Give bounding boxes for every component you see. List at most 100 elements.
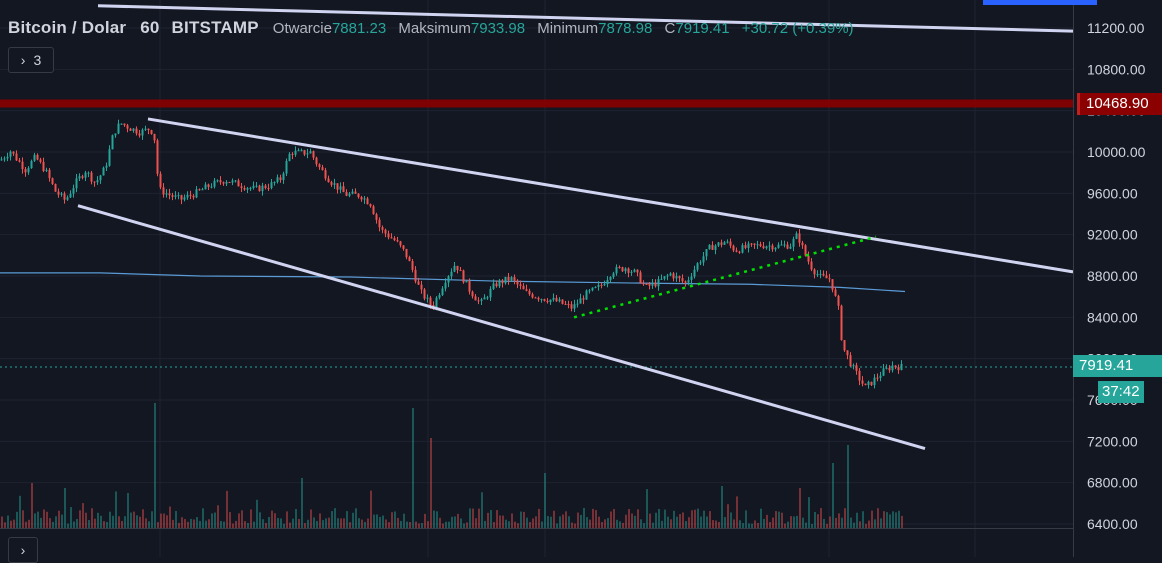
candle-body [339, 186, 342, 190]
volume-bar [574, 523, 576, 528]
candle-body [828, 278, 831, 280]
candle-body [795, 233, 798, 239]
volume-bar [901, 515, 903, 528]
volume-bar [535, 516, 537, 528]
volume-bar [580, 514, 582, 528]
candle-body [135, 128, 138, 134]
volume-bar [793, 516, 795, 528]
candle-body [516, 280, 519, 285]
candle-body [45, 169, 48, 171]
candle-body [252, 185, 255, 188]
candle-body [597, 284, 600, 287]
volume-bar [175, 510, 177, 528]
volume-bar [685, 521, 687, 528]
volume-bar [64, 488, 66, 528]
volume-bar [625, 514, 627, 528]
candle-body [555, 297, 558, 302]
volume-bar [589, 519, 591, 528]
volume-bar [118, 516, 120, 528]
volume-bar [271, 510, 273, 528]
volume-bar [316, 520, 318, 528]
volume-bar [103, 521, 105, 528]
candle-body [375, 214, 378, 220]
volume-bar [301, 478, 303, 528]
volume-bar [661, 520, 663, 528]
volume-bar [37, 511, 39, 528]
candle-body [777, 244, 780, 248]
candle-body [552, 297, 555, 300]
volume-bar [319, 513, 321, 528]
volume-bar [523, 511, 525, 528]
candle-body [57, 191, 60, 195]
candle-body [882, 368, 885, 376]
volume-bar [838, 513, 840, 528]
candle-body [783, 244, 786, 246]
volume-bar [694, 509, 696, 528]
top-accent-tab[interactable] [983, 0, 1097, 5]
candle-body [591, 287, 594, 291]
candle-body [87, 172, 90, 174]
candle-body [759, 244, 762, 247]
volume-bar [835, 517, 837, 528]
volume-bar [532, 518, 534, 528]
volume-bar [403, 513, 405, 528]
price-tick-label: 10000.00 [1087, 144, 1146, 160]
candle-body [495, 283, 498, 287]
volume-bar [16, 511, 18, 528]
candle-body [33, 154, 36, 161]
price-tick-label: 6400.00 [1087, 516, 1138, 532]
volume-bar [349, 522, 351, 528]
volume-bar [394, 511, 396, 528]
candle-body [780, 244, 783, 246]
high-label: Maksimum [398, 19, 471, 37]
volume-bar [178, 522, 180, 528]
candle-body [753, 243, 756, 245]
volume-bar [811, 523, 813, 528]
volume-bar [538, 508, 540, 528]
volume-bar [139, 516, 141, 528]
candle-body [837, 295, 840, 306]
volume-bar [337, 518, 339, 528]
candle-body [651, 282, 654, 286]
volume-bar [94, 518, 96, 528]
candle-body [840, 305, 843, 341]
candle-body [684, 281, 687, 283]
scroll-nav-button[interactable]: › [8, 537, 38, 563]
candle-body [585, 290, 588, 300]
volume-bar [751, 523, 753, 528]
chevron-right-icon: › [20, 52, 26, 68]
volume-bar [442, 523, 444, 528]
candle-body [363, 198, 366, 200]
candle-body [765, 246, 768, 249]
candle-body [762, 246, 765, 249]
candle-body [51, 178, 54, 184]
volume-bar [226, 490, 228, 528]
volume-bar [70, 507, 72, 528]
volume-bar [322, 520, 324, 528]
volume-bar [784, 523, 786, 528]
indicators-toggle-button[interactable]: › 3 [8, 47, 54, 73]
volume-bar [514, 521, 516, 528]
candle-body [834, 289, 837, 296]
candle-body [678, 276, 681, 279]
volume-bar [187, 521, 189, 528]
candle-body [873, 377, 876, 386]
volume-bar [556, 523, 558, 528]
last-price-tag: 7919.41 [1073, 355, 1162, 377]
interval: 60 [140, 18, 160, 37]
volume-bar [352, 512, 354, 528]
candle-body [639, 272, 642, 284]
volume-bar [199, 520, 201, 528]
volume-bar [355, 508, 357, 528]
volume-bar [241, 510, 243, 528]
volume-bar [391, 512, 393, 528]
candle-body [621, 267, 624, 272]
candle-body [69, 193, 72, 198]
candle-body [594, 286, 597, 288]
candle-body [282, 173, 285, 181]
candle-body [507, 276, 510, 281]
volume-bar [856, 512, 858, 528]
volume-bar [100, 515, 102, 528]
